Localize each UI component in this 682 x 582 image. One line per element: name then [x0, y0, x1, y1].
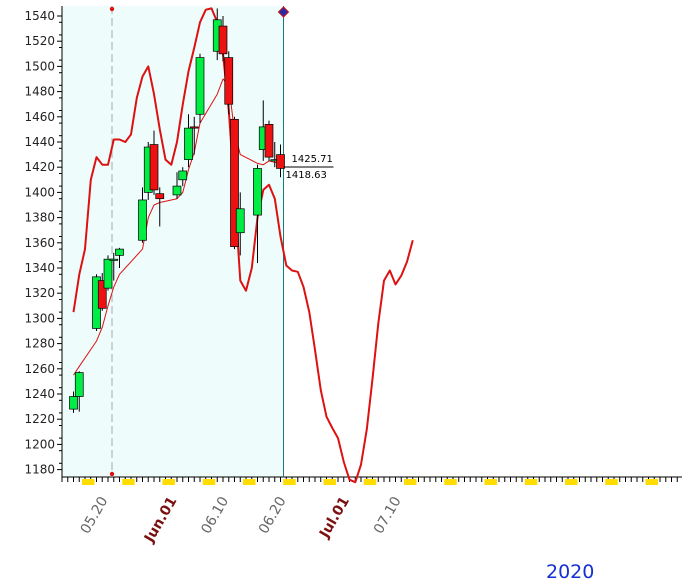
weekend-marker [202, 479, 216, 485]
candle-up [253, 168, 262, 216]
y-tick-label: 1480 [24, 85, 55, 99]
year-label: 2020 [546, 561, 594, 582]
guide-marker-bottom [109, 471, 115, 477]
candle-up [103, 258, 113, 289]
candle-down [230, 118, 239, 247]
candle-down [97, 280, 107, 309]
weekend-marker [82, 479, 95, 485]
weekend-marker [243, 479, 256, 485]
y-tick-label: 1520 [24, 34, 55, 48]
candle-up [195, 57, 205, 115]
y-tick-label: 1540 [24, 9, 55, 23]
candle-up [184, 127, 193, 160]
y-tick-label: 1460 [24, 110, 55, 124]
weekend-marker [122, 479, 135, 485]
y-tick-label: 1440 [24, 135, 55, 149]
weekend-marker [283, 479, 296, 485]
y-tick-label: 1300 [24, 311, 55, 325]
guide-lines [109, 6, 290, 477]
weekend-marker [444, 479, 457, 485]
weekend-marker [565, 479, 578, 485]
candle-up [178, 170, 188, 181]
y-tick-label: 1240 [24, 387, 55, 401]
guide-marker-top [109, 6, 115, 12]
weekend-marker [404, 479, 417, 485]
y-tick-label: 1260 [24, 362, 55, 376]
price-tag: 1425.71 1418.63 [283, 154, 334, 181]
current-position-marker [277, 6, 290, 18]
y-axis: 1180 1200 1220 1240 1260 1280 1300 1320 1340 1360… [24, 6, 63, 477]
candle-up [109, 258, 119, 261]
weekend-markers [82, 479, 658, 485]
average-line [73, 78, 281, 376]
weekend-marker [524, 479, 538, 485]
y-tick-label: 1200 [24, 437, 55, 451]
y-tick-label: 1340 [24, 261, 55, 275]
series-layer [72, 7, 414, 484]
y-tick-label: 1320 [24, 286, 55, 300]
y-tick-label: 1280 [24, 337, 55, 351]
candle-down [276, 154, 285, 169]
y-tick-label: 1500 [24, 59, 55, 73]
envelope-line [72, 7, 414, 484]
candle-up [138, 199, 147, 241]
candle-down [149, 144, 159, 191]
y-tick-label: 1360 [24, 236, 55, 250]
candle-down [264, 124, 274, 158]
candle-down [218, 25, 228, 55]
candle-up [69, 396, 78, 410]
y-tick-label: 1180 [24, 463, 55, 477]
y-tick-label: 1380 [24, 211, 55, 225]
candle-up [115, 248, 124, 256]
weekend-marker [484, 479, 497, 485]
y-tick-label: 1420 [24, 160, 55, 174]
y-tick-label: 1220 [24, 412, 55, 426]
history-shading [62, 6, 284, 477]
weekend-marker [323, 479, 336, 485]
candle-down [224, 57, 234, 105]
candle-down [155, 193, 165, 200]
weekend-marker [645, 479, 658, 485]
y-tick-label: 1400 [24, 185, 55, 199]
weekend-marker [363, 479, 377, 485]
candle-down [189, 126, 199, 129]
weekend-marker [162, 479, 175, 485]
price-label-previous: 1418.63 [286, 170, 327, 181]
candle-up [235, 208, 245, 234]
candle-up [74, 372, 84, 397]
price-label-current: 1425.71 [292, 154, 333, 165]
candle-up [172, 185, 182, 196]
weekend-marker [605, 479, 618, 485]
candles [69, 8, 285, 413]
